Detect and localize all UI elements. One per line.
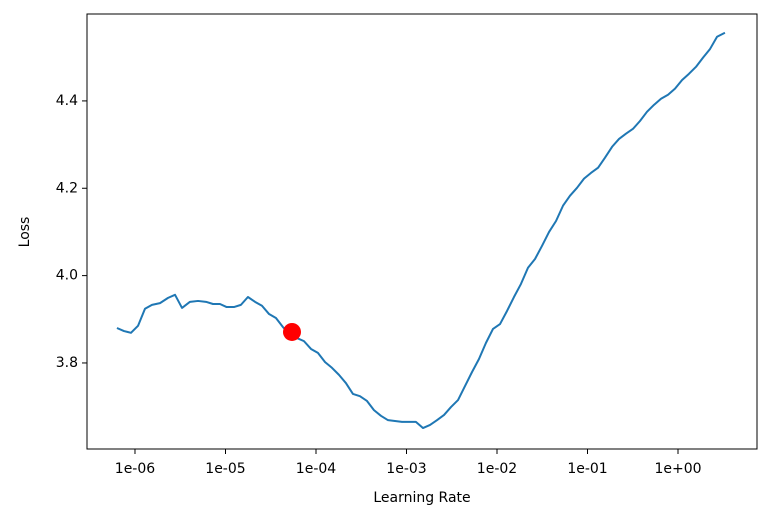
x-tick-label: 1e-01 — [567, 461, 607, 477]
y-tick-label: 4.2 — [56, 180, 78, 196]
plot-frame — [86, 13, 758, 450]
suggestion-point — [282, 322, 301, 341]
x-tick-label: 1e-02 — [477, 461, 517, 477]
y-axis-label: Loss — [17, 217, 33, 248]
x-tick-label: 1e-06 — [115, 461, 155, 477]
loss-line — [116, 31, 726, 430]
y-tick-label: 4.4 — [56, 93, 78, 109]
x-axis-label: Learning Rate — [373, 490, 470, 506]
x-tick-label: 1e+00 — [654, 461, 701, 477]
x-tick-label: 1e-04 — [296, 461, 336, 477]
x-tick-label: 1e-03 — [386, 461, 426, 477]
x-tick-label: 1e-05 — [205, 461, 245, 477]
y-tick-label: 4.0 — [56, 268, 78, 284]
y-tick-label: 3.8 — [56, 355, 78, 371]
